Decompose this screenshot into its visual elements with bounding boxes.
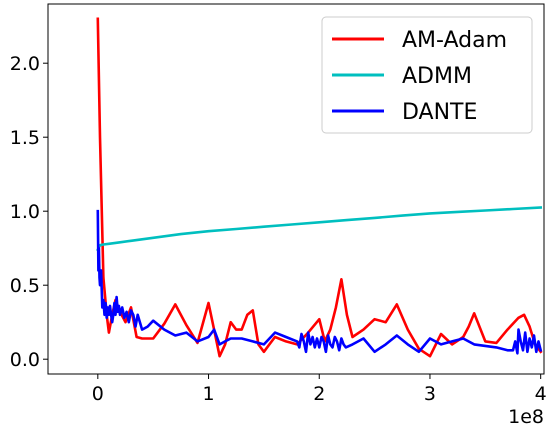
x-tick-label: 2 bbox=[313, 383, 325, 405]
series-line-admm bbox=[96, 206, 543, 252]
plot-frame bbox=[47, 3, 545, 375]
y-tick-label: 2.0 bbox=[10, 53, 40, 75]
series-line-am-adam bbox=[96, 17, 543, 358]
y-tick-label: 1.0 bbox=[10, 201, 40, 223]
legend-label: AM-Adam bbox=[402, 28, 507, 53]
legend-box bbox=[321, 16, 533, 134]
x-tick-label: 1 bbox=[202, 383, 214, 405]
x-tick-label: 4 bbox=[535, 383, 547, 405]
axis-ticks: 0 1 2 3 4 0.0 0.5 1.0 1.5 2.0 bbox=[10, 53, 547, 405]
x-offset-label: 1e8 bbox=[508, 406, 544, 428]
series-layer bbox=[96, 17, 543, 358]
y-tick-label: 0.5 bbox=[10, 275, 40, 297]
y-tick-label: 0.0 bbox=[10, 349, 40, 371]
legend-label: DANTE bbox=[402, 100, 477, 125]
x-tick-label: 3 bbox=[424, 383, 436, 405]
series-line-dante bbox=[96, 209, 543, 355]
legend: AM-Adam ADMM DANTE bbox=[321, 16, 533, 134]
legend-label: ADMM bbox=[402, 64, 472, 89]
x-tick-label: 0 bbox=[92, 383, 104, 405]
y-tick-label: 1.5 bbox=[10, 127, 40, 149]
